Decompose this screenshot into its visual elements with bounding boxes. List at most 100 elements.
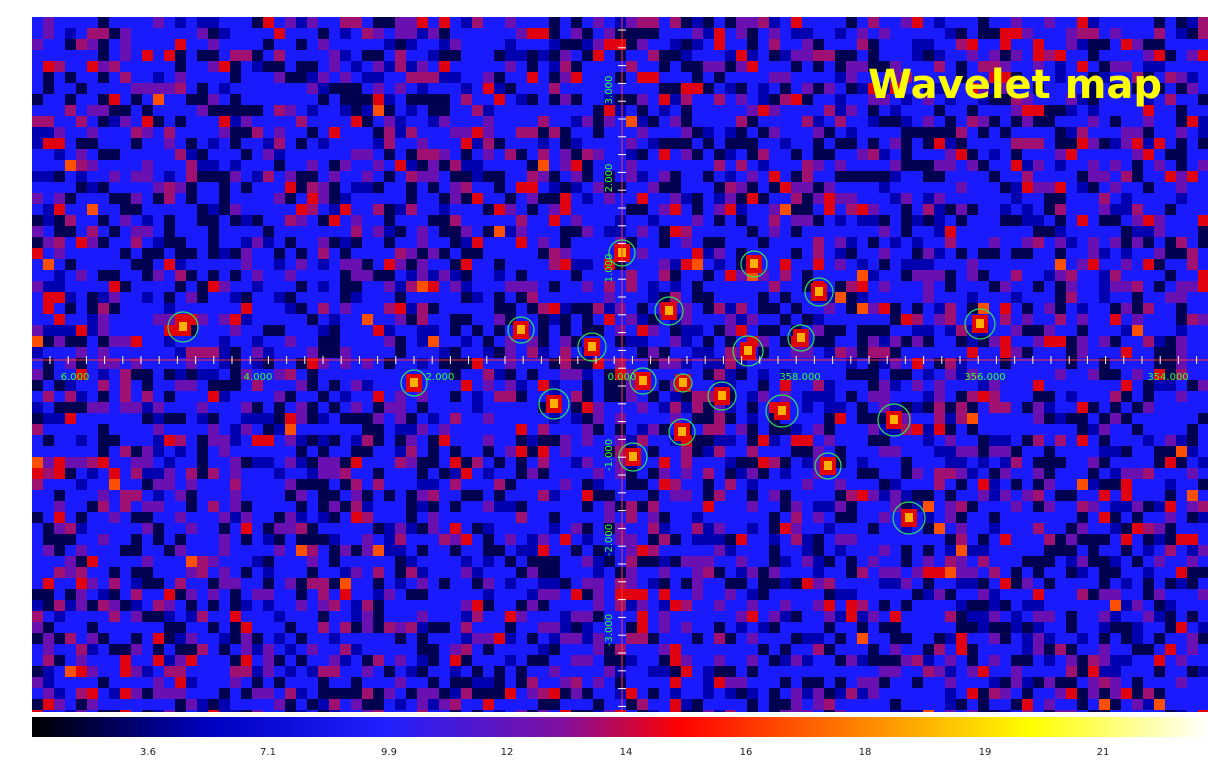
map-pixel [98,292,109,303]
map-pixel [230,94,241,105]
map-pixel [461,644,472,655]
map-pixel [241,655,252,666]
map-pixel [791,50,802,61]
map-pixel [967,149,978,160]
map-pixel [516,435,527,446]
map-pixel [670,325,681,336]
map-pixel [1099,413,1110,424]
map-pixel [1187,83,1198,94]
map-pixel [406,281,417,292]
map-pixel [725,677,736,688]
source-peak [890,415,898,424]
map-pixel [1044,633,1055,644]
map-pixel [945,699,956,710]
map-pixel [483,600,494,611]
map-pixel [945,369,956,380]
map-pixel [582,281,593,292]
map-pixel [571,710,582,712]
map-pixel [109,226,120,237]
map-pixel [527,677,538,688]
map-pixel [142,105,153,116]
map-pixel [1099,578,1110,589]
map-pixel [241,402,252,413]
map-pixel [384,127,395,138]
map-pixel [395,402,406,413]
map-pixel [1132,204,1143,215]
map-pixel [1000,435,1011,446]
map-pixel [1055,677,1066,688]
map-pixel [1110,655,1121,666]
map-pixel [307,534,318,545]
map-pixel [648,446,659,457]
map-pixel [417,644,428,655]
map-pixel [967,666,978,677]
x-axis-label: 6.000 [61,372,90,383]
map-pixel [384,94,395,105]
map-pixel [978,270,989,281]
map-pixel [912,655,923,666]
map-pixel [780,611,791,622]
map-pixel [670,655,681,666]
map-pixel [65,94,76,105]
map-pixel [802,160,813,171]
colorbar-label: 21 [1097,747,1110,758]
map-pixel [747,39,758,50]
map-pixel [329,83,340,94]
map-pixel [857,688,868,699]
map-pixel [208,215,219,226]
map-pixel [813,248,824,259]
map-pixel [1121,248,1132,259]
map-pixel [912,314,923,325]
map-pixel [54,138,65,149]
map-pixel [208,171,219,182]
map-pixel [65,600,76,611]
map-pixel [736,534,747,545]
map-pixel [1055,50,1066,61]
map-pixel [164,457,175,468]
map-pixel [527,292,538,303]
map-pixel [571,61,582,72]
map-pixel [340,281,351,292]
map-pixel [593,545,604,556]
map-pixel [626,699,637,710]
map-pixel [824,589,835,600]
map-pixel [164,655,175,666]
map-pixel [351,413,362,424]
map-pixel [120,380,131,391]
map-pixel [549,512,560,523]
map-pixel [219,281,230,292]
map-pixel [670,677,681,688]
map-pixel [1099,479,1110,490]
map-pixel [582,160,593,171]
map-pixel [197,149,208,160]
map-pixel [175,633,186,644]
map-pixel [1110,413,1121,424]
map-pixel [175,446,186,457]
map-pixel [417,479,428,490]
map-pixel [285,622,296,633]
map-pixel [835,347,846,358]
map-pixel [846,347,857,358]
map-pixel [1154,611,1165,622]
map-pixel [813,534,824,545]
map-pixel [780,644,791,655]
map-pixel [395,248,406,259]
map-pixel [472,171,483,182]
map-pixel [219,380,230,391]
map-pixel [571,402,582,413]
map-pixel [32,622,43,633]
map-pixel [1110,204,1121,215]
map-pixel [164,303,175,314]
map-pixel [439,204,450,215]
map-pixel [252,666,263,677]
map-pixel [538,435,549,446]
map-pixel [582,193,593,204]
map-pixel [857,149,868,160]
map-pixel [758,193,769,204]
map-pixel [296,600,307,611]
map-pixel [1099,424,1110,435]
map-pixel [989,655,1000,666]
map-pixel [1066,237,1077,248]
map-pixel [362,666,373,677]
map-pixel [527,281,538,292]
